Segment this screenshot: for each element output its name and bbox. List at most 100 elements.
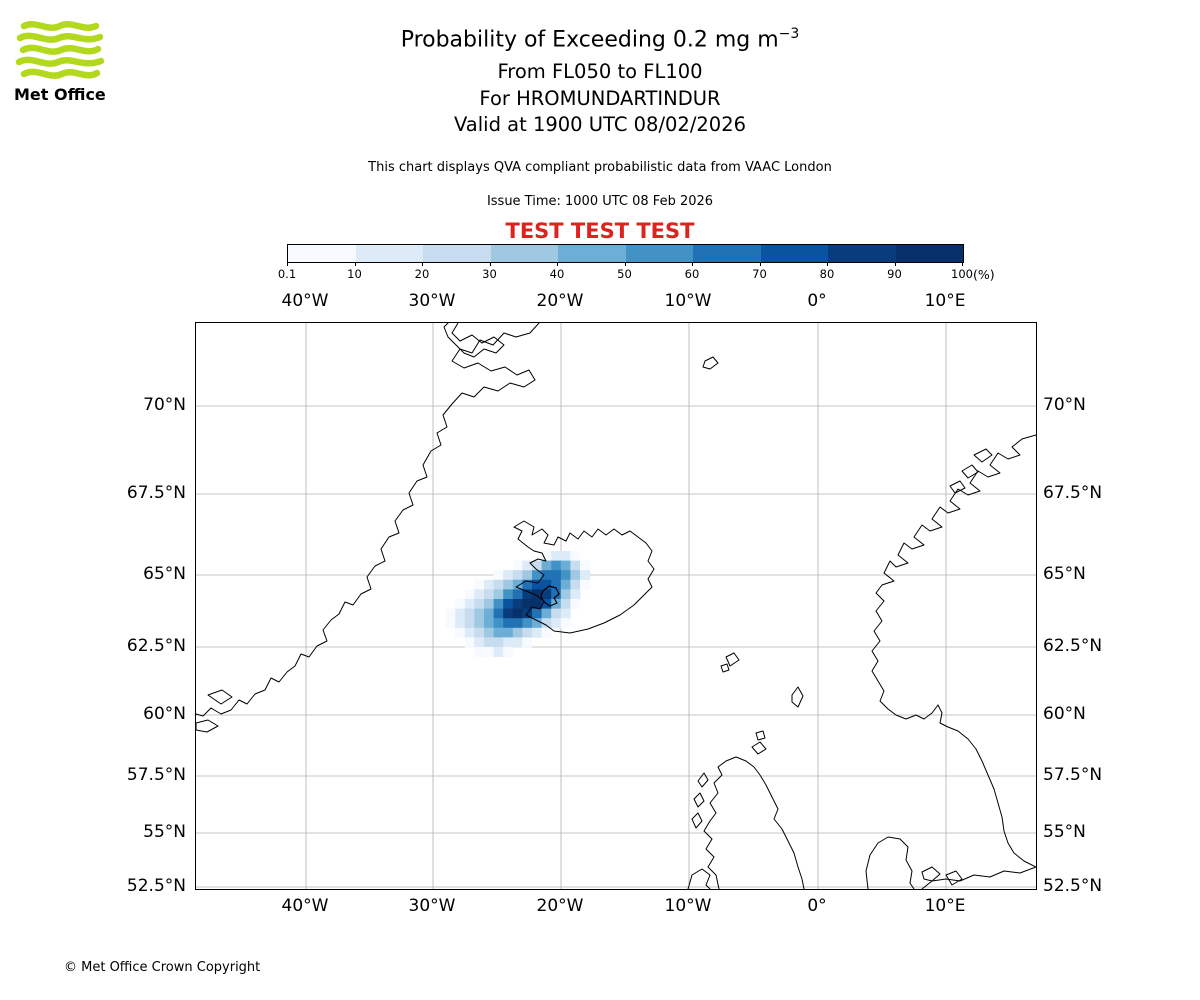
plume-cell	[541, 608, 552, 619]
longitude-label: 30°W	[408, 291, 456, 311]
colorbar-tick-label: 10	[347, 267, 362, 281]
colorbar-tick-mark	[962, 262, 963, 266]
plume-cell	[570, 599, 581, 609]
latitude-label: 60°N	[1043, 704, 1086, 724]
colorbar-segment	[693, 245, 761, 262]
norway-coast	[871, 434, 1036, 868]
plume-cell	[503, 637, 514, 648]
latitude-label: 52.5°N	[1043, 876, 1103, 896]
plume-cell	[512, 627, 523, 638]
chart-title: Probability of Exceeding 0.2 mg m−3	[0, 26, 1200, 52]
latitude-label: 62.5°N	[126, 636, 186, 656]
colorbar-segment	[288, 245, 356, 262]
logo-waves	[15, 21, 105, 79]
plume-cell	[541, 579, 552, 590]
plume-cell	[522, 599, 533, 609]
plume-cell	[532, 608, 542, 619]
latitude-label: 57.5°N	[1043, 765, 1103, 785]
plume-cell	[474, 647, 485, 657]
plume-cell	[455, 618, 466, 629]
longitude-label: 20°W	[536, 896, 584, 916]
plume-cell	[570, 579, 581, 590]
plume-cell	[532, 599, 542, 609]
plume-cell	[493, 599, 504, 609]
plume-cell	[474, 579, 485, 590]
plume-cell	[560, 551, 571, 561]
plume-cell	[522, 560, 533, 571]
colorbar-tick-mark	[354, 262, 356, 266]
probability-plume	[445, 551, 590, 657]
plume-cell	[474, 599, 485, 609]
plume-cell	[560, 608, 571, 619]
plume-cell	[580, 560, 590, 571]
plume-cell	[445, 618, 456, 629]
plume-cell	[464, 627, 475, 638]
plume-cell	[551, 570, 562, 581]
greenland-fjord-detail	[443, 323, 505, 358]
greenland-coast	[196, 323, 540, 717]
plume-cell	[541, 570, 552, 581]
plume-cell	[560, 599, 571, 609]
plume-cell	[551, 551, 562, 561]
plume-cell	[503, 618, 514, 629]
colorbar-segment	[760, 245, 828, 262]
plume-cell	[560, 560, 571, 571]
probability-colorbar	[287, 244, 964, 263]
flight-level-line: From FL050 to FL100	[497, 60, 703, 84]
plume-cell	[484, 618, 494, 629]
colorbar-segment	[625, 245, 693, 262]
longitude-label: 10°E	[924, 896, 966, 916]
orkney-shetland-faroe-islands	[720, 652, 804, 755]
plume-cell	[532, 618, 542, 629]
plume-cell	[493, 647, 504, 657]
title-exponent: −3	[778, 26, 800, 42]
latitude-label: 70°N	[1043, 395, 1086, 415]
baltic-coast	[921, 866, 1036, 889]
plume-cell	[522, 627, 533, 638]
plume-cell	[484, 589, 494, 600]
colorbar-tick-label: 0.1	[277, 267, 297, 281]
colorbar-segment	[895, 245, 963, 262]
colorbar-tick-mark	[287, 262, 288, 266]
colorbar-tick-mark	[489, 262, 491, 266]
plume-cell	[532, 560, 542, 571]
latitude-label: 62.5°N	[1043, 636, 1103, 656]
plume-cell	[541, 618, 552, 629]
latitude-label: 67.5°N	[126, 483, 186, 503]
longitude-label: 30°W	[408, 896, 456, 916]
plume-cell	[503, 570, 514, 581]
plume-cell	[522, 579, 533, 590]
plume-cell	[512, 608, 523, 619]
plume-cell	[464, 618, 475, 629]
plume-cell	[455, 608, 466, 619]
colorbar-tick-mark	[894, 262, 896, 266]
longitude-label: 20°W	[536, 291, 584, 311]
plume-cell	[532, 589, 542, 600]
plume-cell	[551, 608, 562, 619]
plume-cell	[512, 599, 523, 609]
plume-cell	[570, 560, 581, 571]
grid-lines	[196, 323, 1036, 889]
plume-cell	[464, 608, 475, 619]
plume-cell	[560, 618, 571, 629]
plume-cell	[484, 608, 494, 619]
plume-cell	[560, 579, 571, 590]
plume-cell	[532, 627, 542, 638]
plume-cell	[570, 589, 581, 600]
latitude-label: 65°N	[143, 564, 186, 584]
plume-cell	[464, 637, 475, 648]
plume-cell	[541, 560, 552, 571]
plume-cell	[512, 560, 523, 571]
coastlines	[196, 323, 1036, 889]
iceland-coast	[513, 520, 655, 634]
longitude-label: 10°E	[924, 291, 966, 311]
plume-cell	[522, 618, 533, 629]
plume-cell	[522, 589, 533, 600]
colorbar-tick-label: 80	[819, 267, 835, 281]
plume-cell	[522, 637, 533, 648]
plume-cell	[551, 589, 562, 600]
colorbar-tick-label: 90	[887, 267, 902, 281]
plume-cell	[474, 637, 485, 648]
plume-cell	[474, 608, 485, 619]
